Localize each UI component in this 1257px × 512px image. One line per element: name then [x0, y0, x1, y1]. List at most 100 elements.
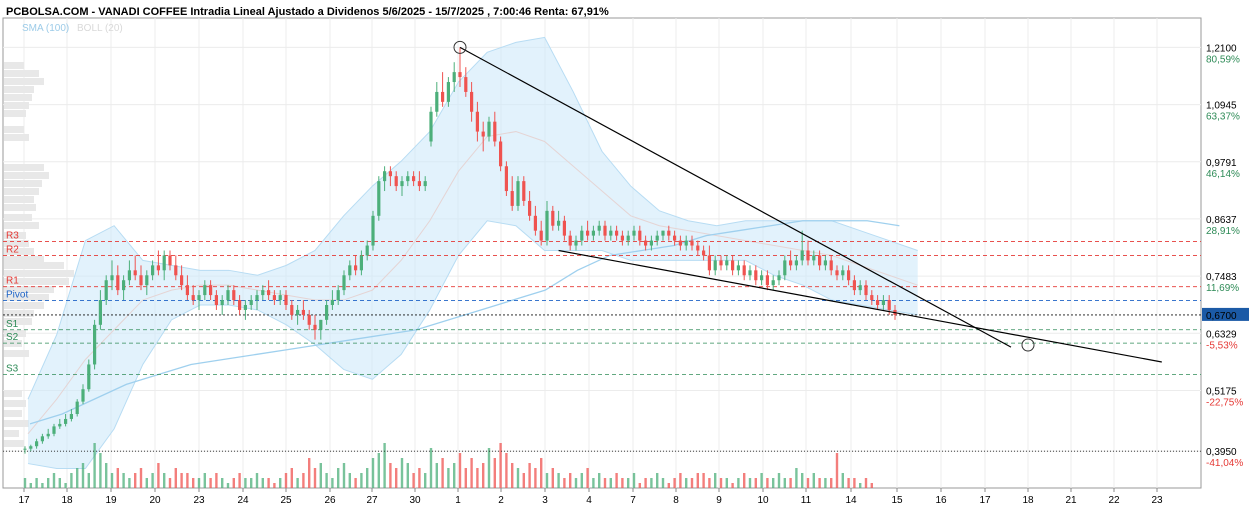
date-label: 7: [630, 495, 636, 506]
volume-bar: [458, 453, 462, 488]
percent-tick-label: -41,04%: [1206, 458, 1243, 469]
volume-bar: [209, 478, 212, 488]
candle-body: [626, 235, 630, 241]
volume-bar: [424, 473, 427, 488]
candle-body: [829, 260, 833, 271]
candle-body: [272, 295, 276, 301]
volume-bar: [743, 473, 746, 488]
candle-body: [696, 245, 700, 251]
candle-body: [232, 290, 236, 301]
candle-body: [64, 418, 68, 424]
volume-profile-bar: [4, 62, 24, 69]
volume-bar: [714, 473, 717, 488]
volume-bar: [627, 478, 630, 488]
date-label: 22: [1108, 495, 1120, 506]
volume-bar: [493, 458, 496, 488]
volume-bar: [644, 478, 647, 488]
volume-bar: [534, 468, 537, 488]
volume-bar: [812, 473, 815, 488]
candle-body: [818, 255, 822, 266]
volume-bar: [737, 478, 740, 488]
volume-profile-bar: [4, 286, 54, 293]
pivot-label-s1: S1: [6, 319, 19, 330]
candle-body: [644, 240, 648, 246]
candle-body: [452, 72, 456, 83]
candle-body: [510, 191, 514, 206]
volume-bar: [157, 463, 160, 488]
candle-body: [412, 176, 416, 182]
candle-body: [261, 290, 265, 296]
volume-profile-bar: [4, 248, 34, 255]
volume-bar: [528, 463, 531, 488]
candle-body: [243, 305, 247, 310]
volume-profile-bar: [4, 318, 32, 325]
volume-bar: [545, 473, 549, 488]
volume-profile-bar: [4, 94, 32, 101]
volume-profile-bar: [4, 110, 26, 117]
volume-bar: [592, 478, 595, 488]
volume-profile-bar: [4, 164, 44, 171]
candle-body: [864, 285, 868, 296]
date-label: 4: [586, 495, 592, 506]
volume-bar: [766, 478, 769, 488]
candle-body: [690, 240, 694, 246]
trendline-handle[interactable]: [1021, 338, 1035, 352]
volume-bar: [319, 463, 322, 488]
candle-body: [765, 275, 769, 286]
date-label: 15: [891, 495, 903, 506]
candle-body: [620, 235, 624, 241]
candle-body: [568, 235, 572, 246]
percent-tick-label: -5,53%: [1206, 340, 1238, 351]
volume-bar: [174, 468, 177, 488]
volume-bar: [354, 478, 357, 488]
volume-bar: [806, 478, 810, 488]
volume-bar: [232, 478, 235, 488]
candle-body: [661, 230, 665, 236]
date-label: 2: [498, 495, 504, 506]
candle-body: [93, 324, 97, 365]
candle-body: [191, 295, 195, 301]
candle-body: [133, 270, 137, 276]
volume-bar: [719, 478, 723, 488]
volume-bar: [789, 478, 792, 488]
volume-bar: [197, 478, 201, 488]
candle-body: [667, 230, 671, 236]
volume-bar: [360, 473, 363, 488]
volume-profile-bar: [4, 390, 22, 397]
candle-body: [684, 240, 688, 246]
volume-bar: [859, 483, 862, 488]
candle-body: [742, 265, 746, 276]
volume-bar: [853, 478, 856, 488]
volume-bar: [783, 478, 786, 488]
volume-bar: [331, 478, 334, 488]
date-label: 26: [324, 495, 336, 506]
volume-bar: [342, 463, 346, 488]
volume-profile-bar: [4, 330, 26, 337]
trendline[interactable]: [459, 46, 1012, 348]
volume-bar: [105, 463, 108, 488]
trendline-handle[interactable]: [453, 40, 467, 54]
candle-body: [301, 309, 305, 315]
volume-bar: [273, 483, 276, 488]
candle-body: [296, 309, 300, 315]
volume-bar: [464, 468, 467, 488]
trendline[interactable]: [558, 249, 1162, 363]
candle-body: [586, 230, 590, 236]
volume-profile-bar: [4, 134, 29, 141]
volume-bar: [557, 473, 560, 488]
candle-body: [35, 441, 39, 447]
volume-bar: [777, 473, 781, 488]
volume-bar: [377, 453, 380, 488]
legend-sma: SMA (100): [22, 23, 69, 34]
volume-bar: [29, 483, 32, 488]
volume-profile-bar: [4, 196, 34, 203]
trendlines[interactable]: [453, 40, 1162, 363]
volume-bar: [337, 468, 340, 488]
volume-bar: [412, 473, 415, 488]
candle-body: [800, 250, 804, 261]
candle-body: [81, 389, 85, 402]
volume-bar: [192, 478, 195, 488]
volume-bar: [516, 468, 520, 488]
candle-body: [725, 260, 729, 266]
